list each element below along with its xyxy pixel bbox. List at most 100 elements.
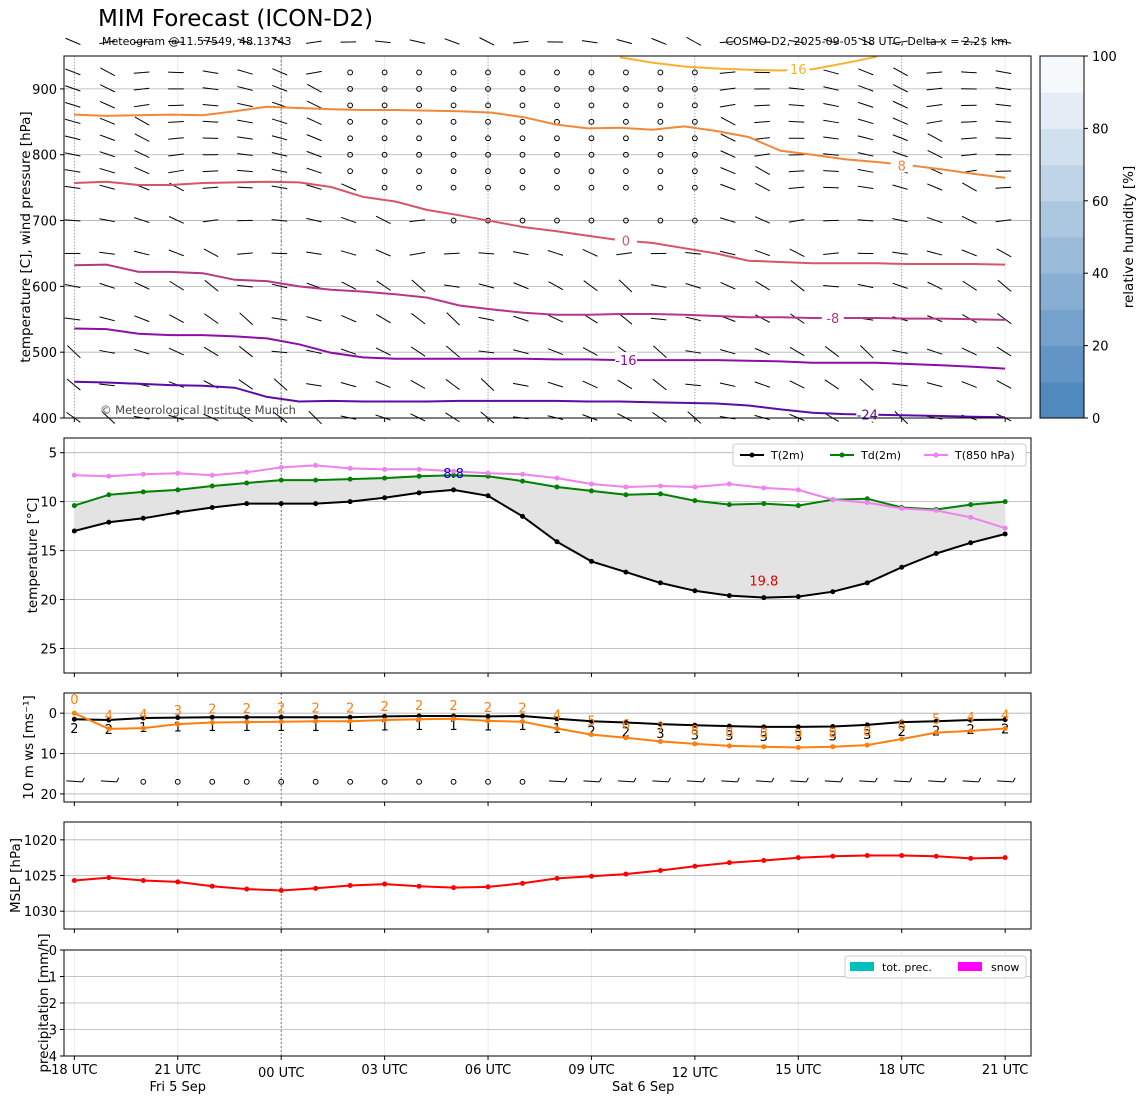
calm-marker bbox=[554, 135, 560, 142]
wind-barb bbox=[857, 168, 868, 172]
wind-barb bbox=[789, 248, 799, 254]
wind-barb bbox=[685, 283, 696, 287]
data-point bbox=[588, 718, 594, 724]
data-point bbox=[899, 736, 905, 742]
data-point bbox=[244, 480, 250, 486]
wind-barb bbox=[1005, 41, 1012, 44]
calm-marker bbox=[519, 184, 526, 191]
calm-marker bbox=[588, 168, 595, 175]
wind-barb bbox=[547, 250, 558, 254]
calm-marker bbox=[140, 778, 147, 785]
data-point bbox=[968, 514, 974, 520]
speed-label: 8 bbox=[760, 727, 768, 742]
calm-marker bbox=[554, 217, 560, 224]
wind-barb bbox=[754, 40, 764, 43]
data-point bbox=[416, 473, 422, 479]
wind-barb bbox=[418, 318, 426, 325]
wind-barb bbox=[202, 103, 213, 106]
wind-barb bbox=[108, 384, 115, 387]
speed-label: 2 bbox=[484, 701, 492, 716]
data-point bbox=[209, 883, 215, 889]
speed-label: 2 bbox=[449, 699, 457, 714]
wind-barb bbox=[694, 285, 702, 289]
wind-barb bbox=[867, 121, 874, 125]
wind-barb bbox=[203, 380, 213, 386]
data-point bbox=[71, 716, 77, 722]
wind-barb bbox=[74, 71, 81, 76]
series-line bbox=[74, 464, 1006, 530]
wind-barb bbox=[306, 41, 316, 44]
wind-barb bbox=[522, 351, 529, 355]
wind-barb bbox=[108, 220, 115, 223]
wind-barb bbox=[720, 348, 730, 353]
wind-barb bbox=[763, 384, 770, 388]
wind-barb bbox=[754, 154, 764, 157]
wind-barb bbox=[271, 168, 282, 172]
wind-barb bbox=[720, 183, 730, 189]
speed-label: 1 bbox=[415, 719, 423, 734]
wind-barb bbox=[823, 252, 833, 255]
wind-barb bbox=[177, 169, 184, 172]
calm-marker bbox=[519, 118, 526, 125]
calm-marker bbox=[691, 168, 698, 175]
y-tick-label: 4 bbox=[49, 1050, 57, 1065]
wind-barb bbox=[660, 351, 667, 359]
wind-barb bbox=[625, 285, 633, 293]
data-point bbox=[278, 477, 284, 483]
wind-barb bbox=[926, 216, 937, 222]
wind-barb bbox=[315, 121, 322, 125]
wind-barb bbox=[970, 187, 977, 192]
wind-barb bbox=[729, 318, 736, 322]
wind-barb bbox=[1005, 71, 1012, 75]
wind-barb bbox=[306, 383, 316, 386]
wind-barb bbox=[315, 40, 322, 43]
calm-marker bbox=[381, 86, 388, 92]
calm-marker bbox=[657, 102, 664, 109]
data-point bbox=[968, 717, 974, 723]
wind-barb bbox=[625, 318, 633, 325]
speed-label: 2 bbox=[380, 700, 388, 715]
wind-barb bbox=[617, 346, 627, 353]
data-point bbox=[692, 484, 698, 490]
wind-barb bbox=[943, 777, 947, 783]
wind-barb bbox=[935, 154, 943, 159]
wind-barb bbox=[272, 84, 282, 90]
wind-barb bbox=[204, 313, 213, 320]
calm-marker bbox=[450, 135, 457, 142]
wind-barb bbox=[143, 137, 150, 142]
wind-barb bbox=[936, 252, 943, 256]
legend-swatch bbox=[850, 962, 874, 971]
calm-marker bbox=[416, 118, 422, 125]
calm-marker bbox=[381, 135, 388, 142]
calm-marker bbox=[381, 184, 388, 191]
wind-barb bbox=[823, 69, 833, 73]
wind-barb bbox=[763, 285, 771, 291]
data-point bbox=[382, 881, 388, 887]
wind-barb bbox=[996, 346, 1006, 353]
colorbar-band bbox=[1040, 381, 1084, 419]
wind-barb bbox=[246, 252, 253, 254]
wind-barb bbox=[203, 346, 213, 353]
wind-barb bbox=[720, 281, 730, 287]
wind-barb bbox=[272, 37, 282, 43]
calm-marker bbox=[347, 151, 354, 158]
data-point bbox=[726, 743, 732, 749]
wind-barb bbox=[823, 102, 833, 106]
wind-barb bbox=[108, 104, 116, 109]
wind-barb bbox=[926, 121, 937, 124]
wind-barb bbox=[281, 318, 288, 321]
wind-barb bbox=[995, 87, 1006, 90]
wind-barb bbox=[281, 187, 288, 190]
wind-barb bbox=[823, 285, 833, 287]
calm-marker bbox=[381, 168, 388, 175]
wind-barb bbox=[858, 68, 868, 73]
speed-label: 2 bbox=[312, 701, 320, 716]
wind-barb bbox=[832, 252, 839, 254]
data-point bbox=[140, 725, 146, 731]
wind-barb bbox=[832, 121, 839, 124]
wind-barb bbox=[246, 318, 254, 326]
calm-marker bbox=[554, 69, 560, 76]
legend-entry: T(2m) bbox=[770, 449, 804, 462]
wind-barb bbox=[694, 351, 701, 354]
wind-plot: 2211111111111112233333332222044322222222… bbox=[63, 692, 1032, 803]
